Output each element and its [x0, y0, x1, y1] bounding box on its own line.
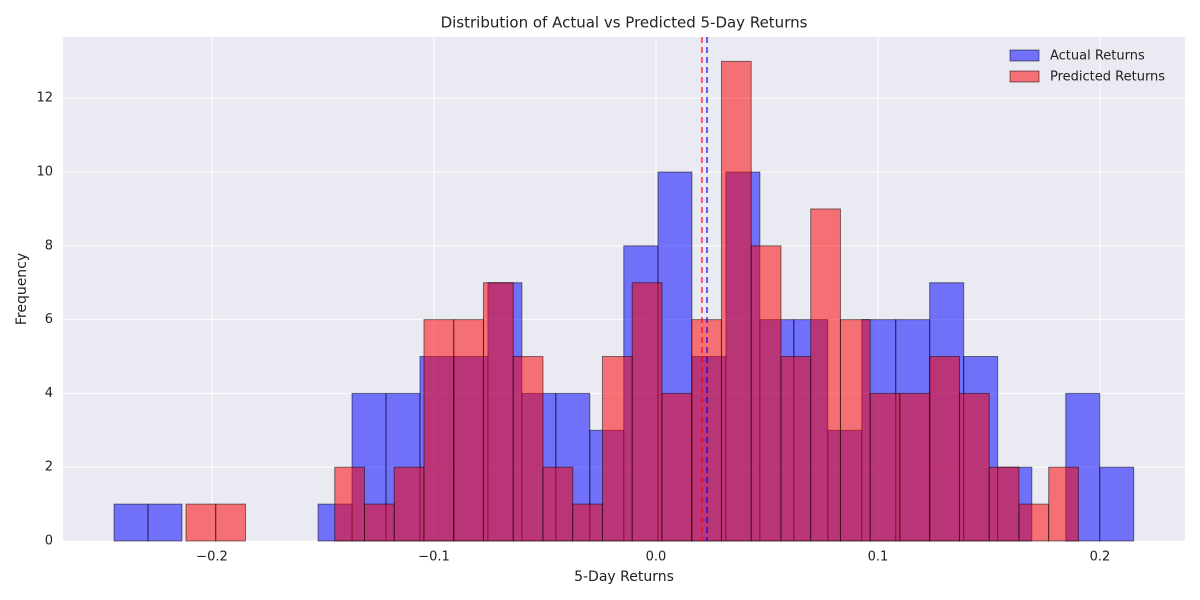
overlay: Actual Returns Predicted Returns [700, 37, 1165, 541]
histogram-bar [839, 319, 871, 542]
histogram-bar [1018, 503, 1050, 542]
histogram-bar [958, 392, 990, 542]
y-tick-label: 10 [36, 165, 53, 180]
histogram-bar [113, 503, 149, 542]
histogram-bar [899, 392, 931, 542]
histogram-bar [1048, 466, 1079, 542]
histogram-bar [661, 392, 693, 542]
histogram-bar [988, 466, 1020, 542]
histogram-bar [512, 356, 544, 542]
y-tick-label: 12 [36, 91, 53, 106]
histogram-bar [810, 208, 841, 542]
y-tick-label: 2 [45, 460, 53, 475]
legend-label: Predicted Returns [1050, 70, 1165, 85]
y-tick-label: 6 [45, 312, 53, 327]
x-tick-label: −0.2 [196, 550, 228, 565]
legend-swatch [1009, 49, 1040, 62]
legend-label: Actual Returns [1050, 49, 1145, 64]
histogram-bar [363, 503, 395, 542]
histogram-bar [147, 503, 183, 542]
histogram-bar [542, 466, 574, 542]
legend-swatch [1009, 70, 1040, 83]
histogram-bar [482, 282, 514, 542]
histogram-bar [780, 356, 812, 542]
histogram-bar [869, 392, 901, 542]
chart-title: Distribution of Actual vs Predicted 5-Da… [441, 14, 808, 32]
x-tick-label: 0.2 [1090, 550, 1111, 565]
x-axis-label: 5-Day Returns [574, 569, 674, 585]
histogram-bar [334, 466, 365, 542]
y-tick-label: 8 [45, 238, 53, 253]
histogram-bar [720, 60, 752, 542]
histogram-bar [572, 503, 603, 542]
histogram-bar [393, 466, 425, 542]
y-tick-label: 4 [45, 386, 53, 401]
bars [113, 60, 1135, 542]
histogram-bar [185, 503, 217, 542]
y-axis-label: Frequency [14, 253, 30, 325]
x-tick-label: 0.1 [868, 550, 889, 565]
x-tick-label: −0.1 [418, 550, 450, 565]
x-tick-label: 0.0 [646, 550, 667, 565]
histogram-bar [929, 356, 960, 542]
histogram-bar [631, 282, 663, 542]
histogram-bar [215, 503, 246, 542]
histogram-bar [750, 245, 782, 542]
histogram-bar [601, 356, 633, 542]
histogram-bar [423, 319, 455, 542]
histogram-bar [1099, 466, 1135, 542]
y-tick-label: 0 [45, 534, 53, 549]
histogram-bar [453, 319, 484, 542]
